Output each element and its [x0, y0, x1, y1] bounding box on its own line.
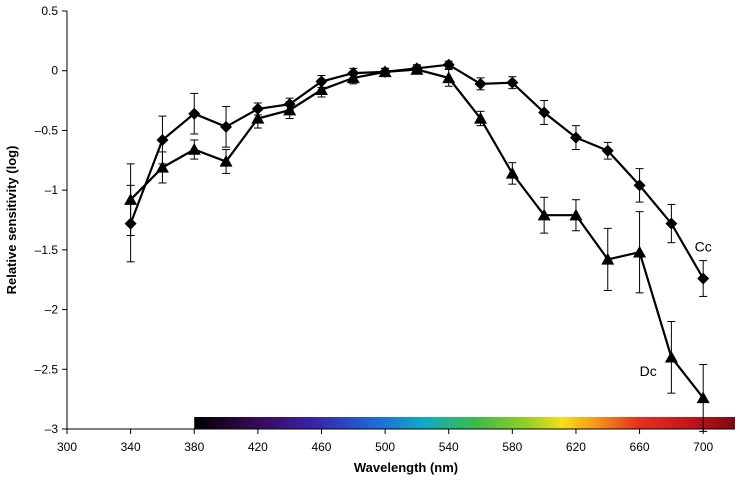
x-tick-label: 340	[121, 440, 141, 454]
x-axis-title: Wavelength (nm)	[354, 460, 458, 475]
y-tick-label: –2	[45, 303, 59, 317]
data-point-diamond	[569, 131, 582, 144]
data-point-diamond	[633, 179, 646, 192]
y-tick-label: –3	[45, 422, 59, 436]
spectrum-bar	[194, 417, 735, 429]
data-point-diamond	[442, 58, 455, 71]
data-point-triangle	[283, 103, 297, 116]
y-tick-label: –1.5	[35, 243, 59, 257]
data-point-triangle	[314, 83, 328, 96]
data-point-triangle	[696, 391, 710, 404]
data-point-diamond	[315, 75, 328, 88]
data-point-triangle	[505, 166, 519, 179]
data-point-triangle	[251, 111, 265, 124]
data-point-diamond	[188, 107, 201, 120]
data-point-diamond	[506, 76, 519, 89]
data-point-triangle	[187, 143, 201, 155]
data-point-triangle	[155, 160, 169, 173]
series-line	[129, 63, 705, 280]
data-point-diamond	[156, 133, 169, 146]
data-point-triangle	[346, 71, 360, 84]
data-point-triangle	[537, 208, 551, 221]
x-tick-label: 420	[248, 440, 268, 454]
y-tick-label: –0.5	[35, 123, 59, 137]
data-point-diamond	[474, 77, 487, 90]
data-point-triangle	[569, 208, 583, 221]
y-tick-label: 0.5	[41, 4, 58, 18]
data-point-diamond	[697, 272, 710, 285]
y-tick-label: –1	[45, 183, 59, 197]
x-tick-label: 580	[502, 440, 522, 454]
y-axis-title: Relative sensitivity (log)	[4, 146, 19, 295]
data-point-diamond	[538, 106, 551, 119]
x-tick-label: 300	[57, 440, 77, 454]
x-tick-label: 380	[184, 440, 204, 454]
data-point-diamond	[601, 144, 614, 157]
data-point-triangle	[601, 252, 615, 265]
data-point-diamond	[220, 120, 233, 133]
data-point-triangle	[378, 65, 392, 78]
data-point-triangle	[664, 350, 678, 363]
series-dc	[124, 63, 710, 432]
data-point-triangle	[219, 154, 233, 167]
y-tick-label: 0	[51, 64, 58, 78]
x-tick-label: 700	[693, 440, 713, 454]
series-label-cc: Cc	[695, 239, 712, 255]
data-point-triangle	[410, 63, 424, 75]
x-tick-label: 500	[375, 440, 395, 454]
data-point-triangle	[124, 193, 138, 205]
series-line	[129, 68, 705, 399]
x-tick-label: 660	[630, 440, 650, 454]
x-tick-label: 620	[566, 440, 586, 454]
x-tick-label: 540	[439, 440, 459, 454]
data-point-triangle	[442, 71, 456, 84]
y-tick-label: –2.5	[35, 362, 59, 376]
data-point-triangle	[474, 111, 488, 124]
data-point-triangle	[633, 245, 647, 258]
series-cc	[124, 58, 710, 297]
series-label-dc: Dc	[640, 363, 657, 379]
x-tick-label: 460	[311, 440, 331, 454]
data-point-diamond	[665, 217, 678, 230]
